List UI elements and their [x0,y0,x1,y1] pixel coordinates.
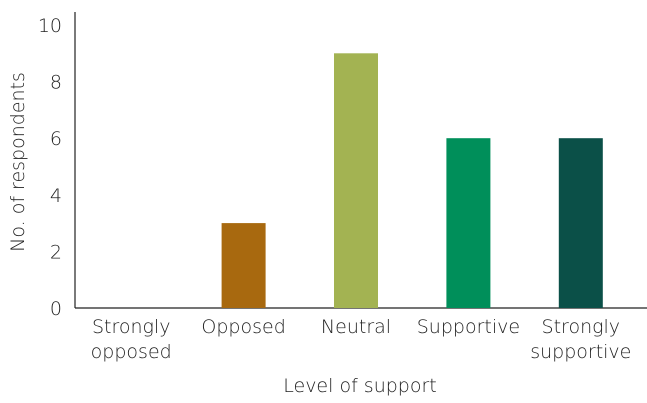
bar [558,138,603,308]
y-axis: 0 2 4 6 8 10 [38,12,76,320]
x-axis-title: Level of support [283,375,437,397]
category-labels: Strongly opposed Opposed Neutral Supportive S… [91,316,632,363]
x-tick-label: opposed [91,341,172,363]
bar [334,53,378,308]
y-tick-label: 6 [50,128,62,150]
x-tick-label: Supportive [417,316,520,338]
x-tick-label: Strongly [542,316,621,338]
y-tick-label: 10 [38,15,62,37]
x-tick-label: Strongly [92,316,171,338]
bar [221,223,266,308]
y-tick-label: 0 [50,298,62,320]
x-tick-label: Neutral [321,316,391,338]
x-tick-label: Opposed [201,316,285,338]
y-tick-label: 8 [50,72,62,94]
y-tick-label: 4 [50,185,62,207]
y-axis-title: No. of respondents [7,72,29,252]
bars [221,53,603,308]
y-tick-label: 2 [50,241,62,263]
x-tick-label: supportive [530,341,631,363]
bar [446,138,491,308]
